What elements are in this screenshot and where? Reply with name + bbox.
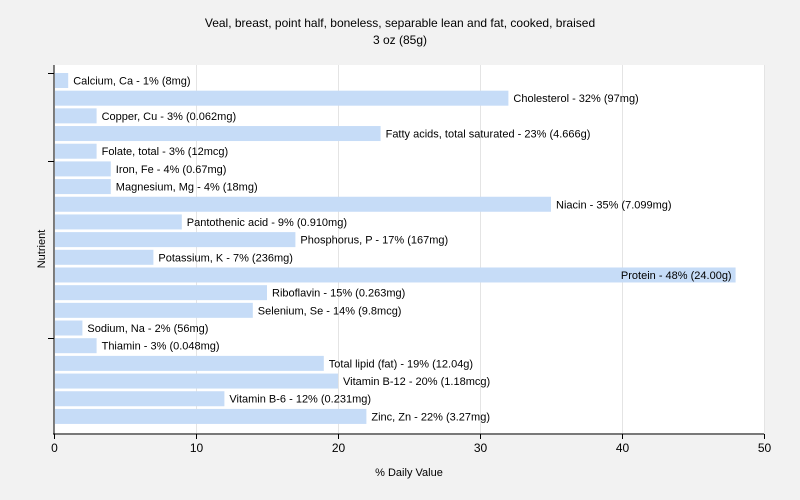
- bar: [55, 90, 509, 106]
- bar: [55, 73, 69, 88]
- x-tick-label: 20: [332, 441, 346, 455]
- bar-label: Fatty acids, total saturated - 23% (4.66…: [386, 129, 591, 141]
- bar: [55, 285, 267, 301]
- bar: [55, 338, 97, 354]
- bar-label: Pantothenic acid - 9% (0.910mg): [187, 217, 347, 229]
- bar: [55, 408, 367, 424]
- y-ticks-group: [48, 73, 54, 339]
- x-tick-label: 40: [616, 441, 630, 455]
- bar: [55, 232, 296, 248]
- bar: [55, 373, 338, 389]
- bar: [55, 143, 97, 159]
- bar-labels-group: Calcium, Ca - 1% (8mg) Cholesterol - 32% …: [73, 76, 731, 424]
- bar-label: Niacin - 35% (7.099mg): [556, 199, 672, 211]
- bar-label: Cholesterol - 32% (97mg): [513, 93, 638, 105]
- bar-label: Zinc, Zn - 22% (3.27mg): [371, 411, 490, 423]
- x-tick-label: 0: [51, 441, 58, 455]
- x-axis-title: % Daily Value: [375, 467, 443, 479]
- bar-label: Folate, total - 3% (12mcg): [102, 146, 229, 158]
- x-ticks-group: 0 10 20 30 40 50: [51, 434, 771, 455]
- bar: [55, 214, 182, 230]
- bar: [55, 391, 225, 407]
- bar: [55, 355, 324, 371]
- bar-label: Thiamin - 3% (0.048mg): [102, 341, 220, 353]
- y-axis-title: Nutrient: [36, 230, 48, 269]
- bar-label: Phosphorus, P - 17% (167mg): [300, 235, 448, 247]
- bar: [55, 196, 551, 212]
- x-tick-label: 30: [474, 441, 488, 455]
- axes-group: [53, 65, 764, 435]
- bar: [55, 302, 253, 318]
- bar-label: Magnesium, Mg - 4% (18mg): [116, 182, 258, 194]
- bar-label: Calcium, Ca - 1% (8mg): [73, 76, 190, 88]
- x-tick-label: 10: [190, 441, 204, 455]
- bar-label: Total lipid (fat) - 19% (12.04g): [329, 358, 473, 370]
- bar-label: Protein - 48% (24.00g): [621, 270, 732, 282]
- bar-label: Iron, Fe - 4% (0.67mg): [116, 164, 227, 176]
- bar: [55, 249, 154, 265]
- bar-label: Selenium, Se - 14% (9.8mcg): [258, 305, 402, 317]
- chart-subtitle: 3 oz (85g): [373, 33, 427, 47]
- bar: [55, 179, 111, 195]
- bar-label: Vitamin B-6 - 12% (0.231mg): [229, 394, 371, 406]
- bar-label: Vitamin B-12 - 20% (1.18mcg): [343, 376, 490, 388]
- bar: [55, 267, 736, 283]
- bar-label: Riboflavin - 15% (0.263mg): [272, 288, 405, 300]
- bar-label: Sodium, Na - 2% (56mg): [87, 323, 208, 335]
- bar: [55, 320, 83, 336]
- x-tick-label: 50: [758, 441, 772, 455]
- bars-group: [55, 73, 736, 424]
- bar: [55, 161, 111, 177]
- bar-label: Copper, Cu - 3% (0.062mg): [102, 111, 237, 123]
- chart-title: Veal, breast, point half, boneless, sepa…: [205, 16, 595, 30]
- bar: [55, 126, 381, 142]
- bar-label: Potassium, K - 7% (236mg): [158, 252, 293, 264]
- bar: [55, 108, 97, 124]
